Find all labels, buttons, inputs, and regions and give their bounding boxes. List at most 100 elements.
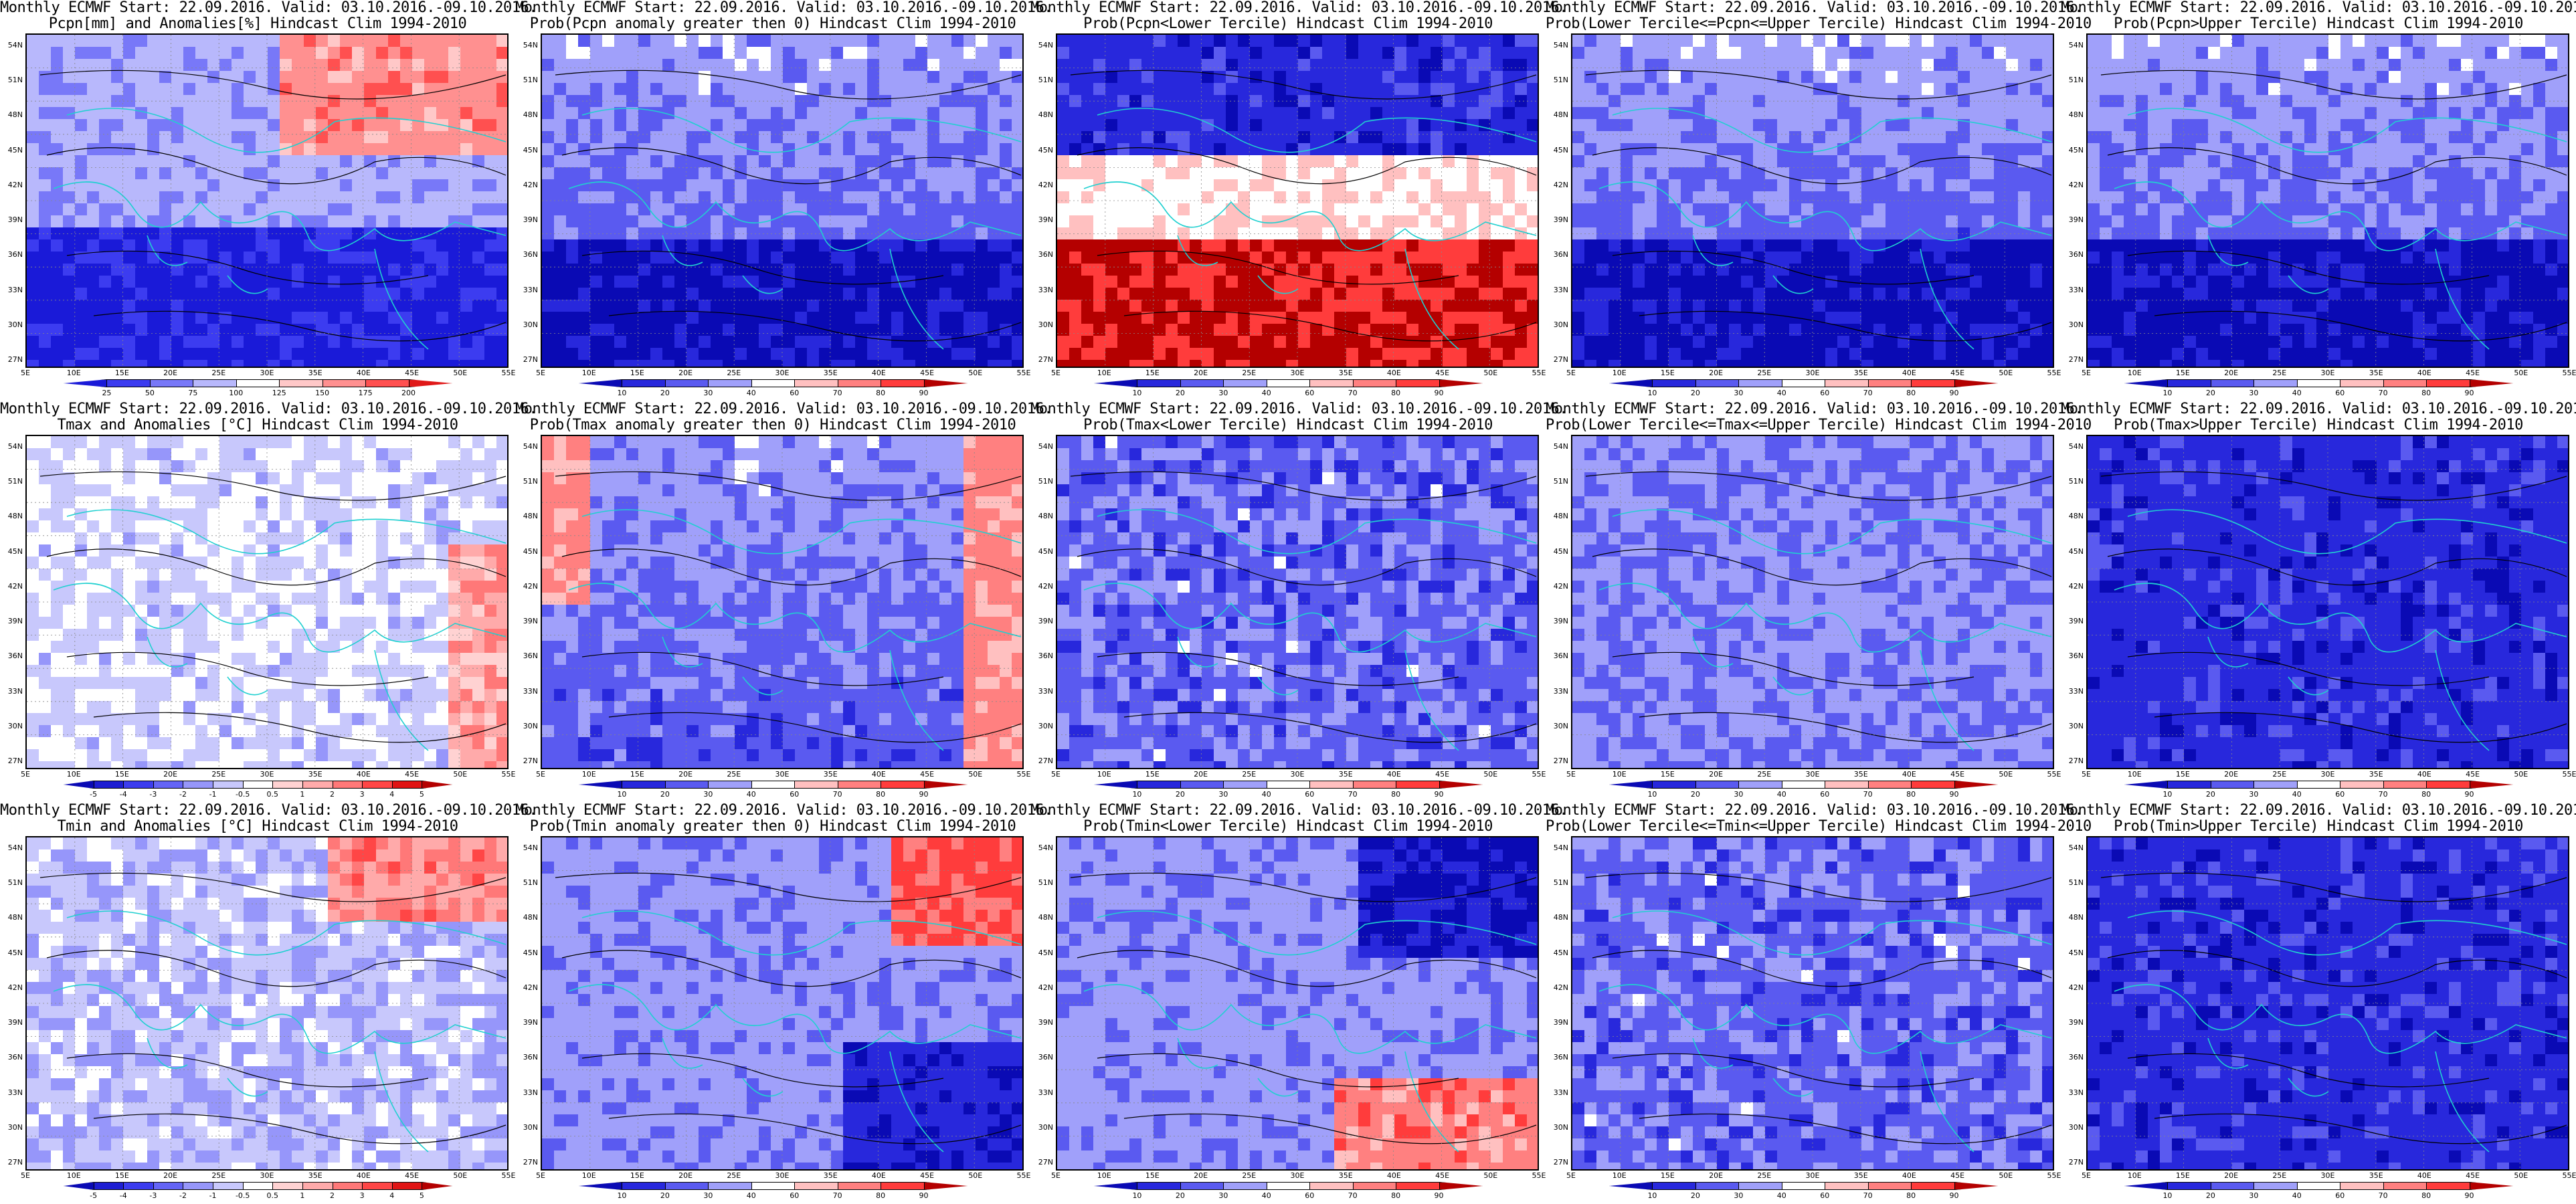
lon-label: 20E — [2224, 369, 2239, 377]
panel-title-line1: Monthly ECMWF Start: 22.09.2016. Valid: … — [1546, 802, 2083, 819]
lat-label: 42N — [523, 983, 538, 992]
forecast-map — [1056, 836, 1539, 1171]
colorbar-cell — [322, 379, 367, 387]
colorbar-tick-label: 0.5 — [266, 1191, 279, 1200]
coastline-path — [2114, 910, 2567, 1152]
panel-title-line2: Prob(Tmin anomaly greater then 0) Hindca… — [529, 818, 1016, 835]
contour-path — [1070, 70, 1537, 342]
map-field — [27, 35, 507, 367]
panel-title-line2: Prob(Tmax anomaly greater then 0) Hindca… — [529, 417, 1016, 433]
colorbar-cell — [1352, 1182, 1397, 1190]
lat-label: 30N — [1553, 721, 1568, 730]
colorbar-cell — [1439, 781, 1483, 789]
map-field — [542, 837, 1022, 1169]
colorbar-cell — [751, 379, 796, 387]
forecast-panel-tmax-middle: Monthly ECMWF Start: 22.09.2016. Valid: … — [1546, 401, 2092, 803]
lat-label: 27N — [7, 757, 23, 765]
lat-label: 36N — [7, 250, 23, 260]
colorbar-tick-label: 40 — [2292, 1191, 2302, 1200]
lat-label: 27N — [1553, 757, 1568, 765]
lat-label: 48N — [7, 110, 23, 120]
colorbar-cell — [751, 781, 796, 789]
lat-label: 54N — [1038, 442, 1053, 451]
colorbar-tick-label: 10 — [2163, 389, 2173, 397]
lon-label: 10E — [1097, 770, 1111, 779]
lat-label: 54N — [1553, 41, 1568, 49]
coastline-path — [568, 108, 1022, 350]
colorbar-cell — [1439, 379, 1483, 387]
panel-title-line1: Monthly ECMWF Start: 22.09.2016. Valid: … — [515, 802, 1052, 819]
colorbar-cell — [1352, 781, 1397, 789]
lon-label: 45E — [1435, 770, 1450, 779]
map-field — [1572, 35, 2053, 367]
lon-label: 10E — [581, 770, 596, 779]
colorbar-cell — [1781, 781, 1826, 789]
colorbar — [64, 1182, 452, 1190]
colorbar-tick-label: 10 — [617, 1191, 627, 1200]
colorbar-cell — [794, 781, 838, 789]
lon-label: 20E — [1709, 770, 1724, 779]
lat-label: 42N — [1038, 983, 1053, 992]
colorbar-cell — [362, 1182, 393, 1190]
lat-label: 30N — [523, 721, 538, 730]
colorbar-cell — [365, 379, 409, 387]
lat-label: 39N — [1553, 617, 1568, 626]
panel-title-line2: Tmax and Anomalies [°C] Hindcast Clim 19… — [57, 417, 458, 433]
lon-label: 45E — [1950, 770, 1965, 779]
lat-label: 36N — [1038, 250, 1053, 260]
colorbar-cell — [1911, 1182, 1955, 1190]
coastline-path — [53, 509, 507, 751]
colorbar-tick-label: 30 — [1218, 790, 1228, 799]
colorbar-tick-label: 70 — [832, 1191, 842, 1200]
lon-label: 50E — [2514, 369, 2528, 377]
colorbar-cell — [1738, 1182, 1782, 1190]
colorbar-tick-label: 60 — [1820, 389, 1830, 397]
lat-label: 45N — [2068, 145, 2084, 155]
lat-label: 36N — [1553, 250, 1568, 260]
colorbar-tick-label: 70 — [1863, 790, 1873, 799]
colorbar-tick-label: 60 — [1820, 790, 1830, 799]
colorbar-tick-label: 80 — [2421, 1191, 2431, 1200]
contour-path — [39, 872, 507, 1144]
lon-label: 35E — [308, 770, 323, 779]
lat-label: 51N — [2068, 76, 2084, 85]
lon-label: 10E — [66, 770, 81, 779]
lon-label: 35E — [2369, 1171, 2383, 1180]
colorbar-tick-label: 90 — [2464, 1191, 2474, 1200]
map-field — [1057, 436, 1538, 768]
contour-path — [1585, 872, 2052, 1144]
lat-label: 51N — [1553, 76, 1568, 85]
colorbar — [1609, 1182, 1998, 1190]
colorbar-cell — [1911, 781, 1955, 789]
lon-label: 5E — [21, 1171, 30, 1180]
lon-label: 35E — [2369, 770, 2383, 779]
colorbar-cell — [1738, 781, 1782, 789]
colorbar-cell — [1609, 379, 1653, 387]
colorbar-tick-label: 60 — [1305, 790, 1315, 799]
lat-label: 39N — [523, 1018, 538, 1027]
colorbar-tick-label: 5 — [419, 1191, 424, 1200]
lon-label: 20E — [1194, 1171, 1208, 1180]
lon-label: 30E — [260, 1171, 274, 1180]
lat-label: 30N — [7, 721, 23, 730]
colorbar-cell — [881, 781, 925, 789]
lat-label: 42N — [1038, 180, 1053, 189]
forecast-map — [1571, 435, 2054, 769]
lon-label: 40E — [356, 770, 371, 779]
lon-label: 35E — [1338, 1171, 1353, 1180]
lon-label: 35E — [1338, 770, 1353, 779]
map-field — [542, 436, 1022, 768]
colorbar-tick-label: 60 — [790, 790, 800, 799]
lon-label: 35E — [1338, 369, 1353, 377]
colorbar-cell — [2210, 379, 2255, 387]
lon-label: 25E — [211, 770, 226, 779]
lon-label: 45E — [1435, 1171, 1450, 1180]
lon-label: 50E — [968, 770, 983, 779]
lat-label: 45N — [1553, 948, 1568, 957]
colorbar-cell — [64, 1182, 94, 1190]
lon-label: 10E — [66, 369, 81, 377]
panel-title-line1: Monthly ECMWF Start: 22.09.2016. Valid: … — [0, 401, 537, 417]
forecast-map — [2086, 33, 2569, 368]
colorbar-tick-label: 30 — [2249, 389, 2259, 397]
colorbar-tick-label: 40 — [1261, 790, 1271, 799]
